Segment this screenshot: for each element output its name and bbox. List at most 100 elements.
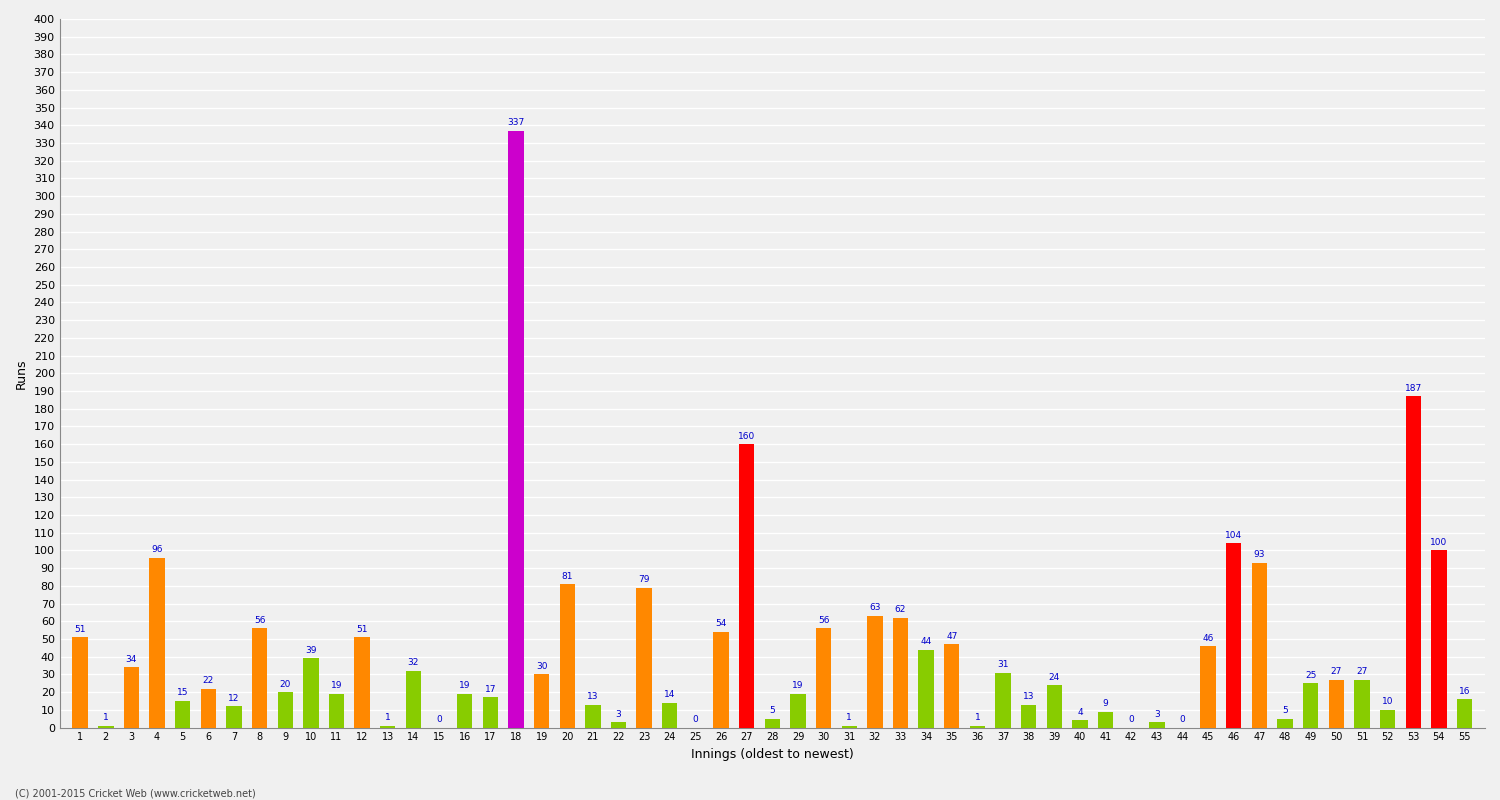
Bar [765, 718, 780, 727]
Text: 47: 47 [946, 632, 957, 641]
Text: 19: 19 [792, 682, 804, 690]
Text: 96: 96 [152, 545, 164, 554]
Text: 3: 3 [1154, 710, 1160, 718]
Text: 17: 17 [484, 685, 496, 694]
Text: 30: 30 [536, 662, 548, 671]
Text: 34: 34 [126, 655, 136, 664]
Text: 25: 25 [1305, 670, 1317, 680]
Text: 337: 337 [507, 118, 525, 127]
Bar [1304, 683, 1318, 727]
Bar [124, 667, 140, 727]
Text: 19: 19 [459, 682, 471, 690]
Bar [1022, 705, 1036, 727]
Text: 81: 81 [561, 571, 573, 581]
Text: 63: 63 [868, 603, 880, 613]
Bar [201, 689, 216, 727]
Bar [1329, 680, 1344, 727]
Text: 54: 54 [716, 619, 726, 628]
Text: 10: 10 [1382, 698, 1394, 706]
Bar [918, 650, 934, 727]
Text: 1: 1 [386, 714, 390, 722]
Text: 0: 0 [693, 715, 699, 724]
Text: (C) 2001-2015 Cricket Web (www.cricketweb.net): (C) 2001-2015 Cricket Web (www.cricketwe… [15, 788, 255, 798]
Text: 4: 4 [1077, 708, 1083, 717]
Bar [98, 726, 114, 727]
Text: 187: 187 [1404, 384, 1422, 393]
Bar [867, 616, 882, 727]
Bar [1354, 680, 1370, 727]
Text: 19: 19 [332, 682, 342, 690]
Bar [740, 444, 754, 727]
Bar [176, 701, 190, 727]
Bar [610, 722, 626, 727]
Bar [1098, 712, 1113, 727]
Y-axis label: Runs: Runs [15, 358, 28, 389]
Bar [380, 726, 396, 727]
Text: 79: 79 [639, 575, 650, 584]
Bar [1456, 699, 1472, 727]
Text: 93: 93 [1254, 550, 1264, 559]
Text: 56: 56 [818, 616, 830, 625]
Bar [483, 698, 498, 727]
X-axis label: Innings (oldest to newest): Innings (oldest to newest) [692, 748, 853, 761]
Text: 15: 15 [177, 689, 189, 698]
Text: 9: 9 [1102, 699, 1108, 708]
Text: 31: 31 [998, 660, 1010, 669]
Bar [303, 658, 318, 727]
Bar [944, 644, 960, 727]
Text: 5: 5 [1282, 706, 1288, 715]
Bar [534, 674, 549, 727]
Text: 20: 20 [279, 680, 291, 689]
Bar [996, 673, 1011, 727]
Bar [1251, 563, 1268, 727]
Text: 1: 1 [104, 714, 108, 722]
Bar [1226, 543, 1242, 727]
Bar [1072, 721, 1088, 727]
Text: 1: 1 [846, 714, 852, 722]
Bar [1406, 396, 1420, 727]
Text: 100: 100 [1430, 538, 1448, 547]
Text: 22: 22 [202, 676, 214, 685]
Bar [560, 584, 574, 727]
Text: 24: 24 [1048, 673, 1060, 682]
Text: 0: 0 [1179, 715, 1185, 724]
Bar [585, 705, 600, 727]
Text: 39: 39 [304, 646, 316, 655]
Text: 27: 27 [1330, 667, 1342, 676]
Text: 56: 56 [254, 616, 266, 625]
Text: 1: 1 [975, 714, 981, 722]
Bar [150, 558, 165, 727]
Text: 62: 62 [896, 606, 906, 614]
Bar [1047, 685, 1062, 727]
Text: 14: 14 [664, 690, 675, 699]
Bar [790, 694, 806, 727]
Bar [816, 628, 831, 727]
Text: 160: 160 [738, 432, 756, 441]
Text: 32: 32 [408, 658, 419, 667]
Bar [458, 694, 472, 727]
Bar [252, 628, 267, 727]
Text: 27: 27 [1356, 667, 1368, 676]
Text: 3: 3 [615, 710, 621, 718]
Text: 13: 13 [586, 692, 598, 701]
Bar [405, 671, 422, 727]
Bar [1200, 646, 1216, 727]
Text: 5: 5 [770, 706, 776, 715]
Bar [1380, 710, 1395, 727]
Text: 16: 16 [1458, 686, 1470, 696]
Bar [714, 632, 729, 727]
Bar [72, 638, 88, 727]
Bar [278, 692, 292, 727]
Bar [1149, 722, 1164, 727]
Bar [1278, 718, 1293, 727]
Bar [636, 588, 652, 727]
Bar [969, 726, 986, 727]
Bar [354, 638, 370, 727]
Bar [892, 618, 908, 727]
Text: 51: 51 [75, 625, 86, 634]
Text: 0: 0 [1128, 715, 1134, 724]
Text: 12: 12 [228, 694, 240, 702]
Text: 104: 104 [1226, 531, 1242, 540]
Bar [662, 702, 678, 727]
Text: 44: 44 [921, 637, 932, 646]
